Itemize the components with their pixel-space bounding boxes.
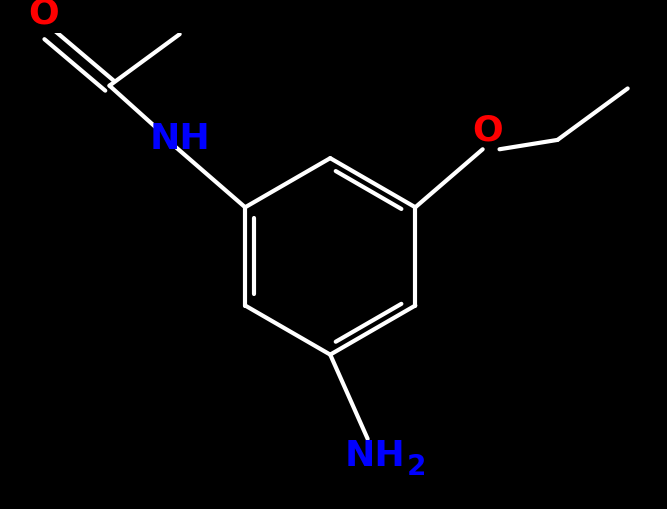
Text: 2: 2 xyxy=(407,453,426,481)
Text: O: O xyxy=(472,114,503,148)
Text: NH: NH xyxy=(345,439,406,473)
Text: NH: NH xyxy=(149,122,210,156)
Text: O: O xyxy=(29,0,59,31)
